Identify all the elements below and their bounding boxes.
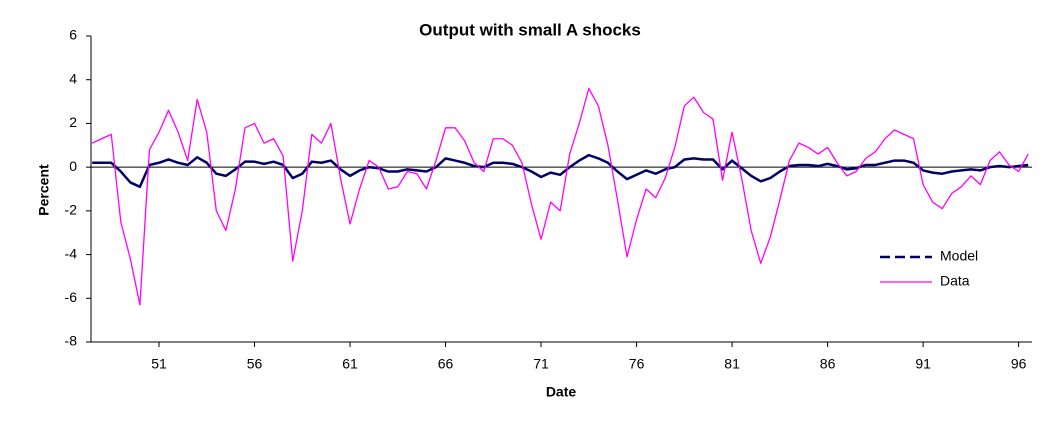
y-tick-label: 0 <box>69 158 77 174</box>
x-tick-label: 66 <box>438 356 454 372</box>
x-tick-label: 96 <box>1011 356 1027 372</box>
legend-label: Data <box>940 273 970 289</box>
y-tick-label: -2 <box>65 202 78 218</box>
chart-title: Output with small A shocks <box>419 20 641 39</box>
x-axis-title: Date <box>546 384 577 400</box>
x-tick-label: 61 <box>342 356 358 372</box>
y-tick-label: -4 <box>65 245 78 261</box>
legend-label: Model <box>940 248 978 264</box>
x-tick-label: 71 <box>533 356 549 372</box>
y-tick-label: 4 <box>69 70 77 86</box>
x-tick-label: 51 <box>151 356 167 372</box>
y-tick-label: 6 <box>69 27 77 43</box>
y-tick-label: -8 <box>65 333 78 349</box>
x-tick-label: 56 <box>247 356 263 372</box>
y-tick-label: 2 <box>69 114 77 130</box>
x-tick-label: 81 <box>724 356 740 372</box>
y-tick-label: -6 <box>65 289 78 305</box>
x-tick-label: 91 <box>915 356 931 372</box>
series-line <box>92 153 1029 189</box>
y-axis-title: Percent <box>36 164 52 216</box>
x-tick-label: 76 <box>629 356 645 372</box>
x-tick-label: 86 <box>820 356 836 372</box>
series-line <box>91 87 1029 306</box>
